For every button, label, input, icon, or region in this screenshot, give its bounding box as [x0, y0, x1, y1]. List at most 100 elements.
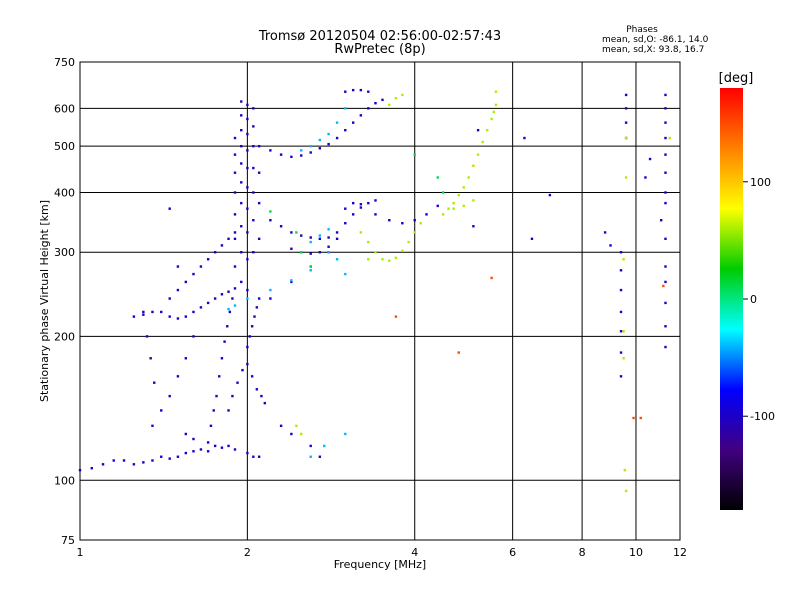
- data-point: [664, 93, 667, 97]
- data-point: [407, 240, 410, 244]
- data-point: [132, 315, 136, 318]
- data-point: [233, 191, 237, 194]
- data-point: [664, 171, 667, 174]
- data-point: [548, 193, 552, 197]
- data-point: [246, 451, 249, 455]
- data-point: [648, 157, 652, 161]
- data-point: [327, 228, 330, 231]
- data-point: [624, 176, 628, 179]
- data-point: [160, 409, 163, 412]
- data-point: [122, 459, 126, 462]
- chart-title: Tromsø 20120504 02:56:00-02:57:43: [258, 29, 501, 44]
- data-point: [246, 149, 249, 152]
- data-point: [457, 193, 460, 197]
- data-point: [318, 147, 322, 150]
- data-point: [351, 88, 355, 92]
- data-point: [323, 444, 326, 448]
- data-point: [279, 153, 283, 156]
- data-point: [367, 107, 370, 110]
- phases-o-mode: mean, sd,O: -86.1, 14.0: [602, 35, 709, 45]
- data-point: [101, 463, 105, 466]
- data-point: [227, 237, 230, 241]
- phases-x-mode: mean, sd,X: 93.8, 16.7: [602, 45, 704, 55]
- data-point: [490, 117, 493, 121]
- data-point: [240, 100, 243, 103]
- data-point: [374, 251, 377, 254]
- x-axis-label: Frequency [MHz]: [334, 558, 426, 571]
- data-point: [199, 306, 203, 309]
- data-point: [394, 256, 398, 260]
- colorbar-tick-label: 100: [750, 176, 771, 189]
- phases-heading: Phases: [626, 25, 658, 35]
- data-point: [388, 259, 391, 262]
- data-point: [530, 237, 534, 241]
- data-point: [215, 394, 218, 398]
- data-point: [639, 416, 642, 420]
- data-point: [213, 297, 217, 300]
- data-point: [492, 110, 496, 114]
- data-point: [252, 191, 255, 194]
- data-point: [279, 225, 283, 228]
- data-point: [151, 424, 154, 428]
- data-point: [394, 96, 398, 100]
- data-point: [233, 136, 237, 140]
- data-point: [132, 463, 136, 466]
- data-point: [142, 461, 145, 464]
- data-point: [425, 213, 428, 216]
- data-point: [472, 164, 475, 167]
- data-point: [327, 236, 330, 239]
- data-point: [344, 432, 347, 436]
- data-point: [622, 357, 625, 360]
- data-point: [176, 317, 180, 320]
- data-point: [523, 136, 526, 140]
- data-point: [619, 375, 623, 378]
- data-point: [176, 288, 180, 292]
- data-point: [246, 117, 249, 121]
- data-point: [269, 297, 272, 300]
- x-tick-label: 10: [629, 546, 643, 559]
- data-point: [452, 207, 455, 210]
- data-point: [250, 325, 254, 328]
- data-point: [664, 280, 667, 284]
- data-point: [476, 128, 480, 132]
- data-point: [220, 244, 224, 247]
- data-point: [112, 459, 115, 462]
- data-point: [240, 201, 243, 205]
- data-point: [309, 444, 312, 448]
- data-point: [351, 213, 355, 216]
- x-tick-label: 4: [411, 546, 418, 559]
- data-point: [300, 149, 303, 152]
- data-point: [359, 88, 363, 92]
- data-point: [467, 176, 470, 179]
- data-point: [441, 191, 445, 194]
- data-point: [233, 213, 237, 216]
- grid-lines: [79, 61, 681, 541]
- data-point: [240, 280, 243, 284]
- data-point: [192, 310, 195, 314]
- x-tick-label: 6: [509, 546, 516, 559]
- data-point: [623, 468, 627, 472]
- data-point: [664, 237, 667, 241]
- data-point: [142, 313, 145, 316]
- data-point: [213, 444, 217, 448]
- data-point: [227, 409, 230, 412]
- data-point: [367, 90, 370, 93]
- data-point: [227, 290, 230, 293]
- data-point: [246, 103, 249, 107]
- data-point: [78, 468, 82, 472]
- data-point: [309, 455, 312, 458]
- data-point: [206, 258, 210, 261]
- data-point: [252, 125, 255, 128]
- data-point: [309, 236, 312, 239]
- data-point: [252, 144, 255, 148]
- data-point: [269, 219, 272, 222]
- y-tick-label: 100: [54, 474, 75, 487]
- data-point: [151, 459, 154, 462]
- data-point: [452, 201, 455, 205]
- data-point: [619, 330, 623, 333]
- data-point: [664, 153, 667, 156]
- data-point: [436, 204, 439, 208]
- data-point: [664, 136, 667, 140]
- data-point: [351, 121, 355, 124]
- data-point: [199, 265, 203, 268]
